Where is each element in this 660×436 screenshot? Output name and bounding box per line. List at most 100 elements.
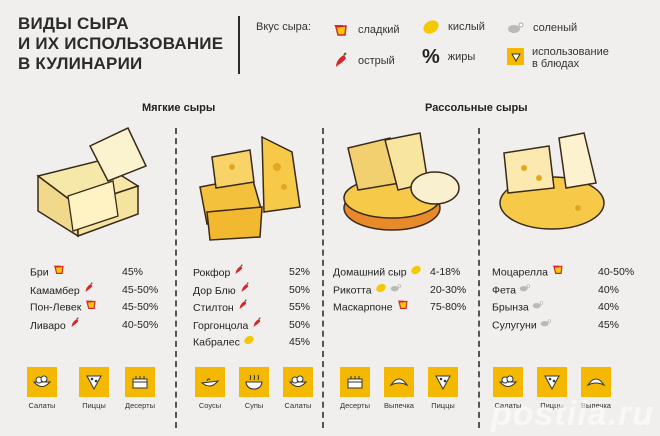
salt-icon xyxy=(540,317,552,335)
cheese-name: Сулугуни xyxy=(492,317,552,335)
fat-percent: 45% xyxy=(598,318,620,331)
lemon-icon xyxy=(422,18,440,36)
legend-spicy: острый xyxy=(332,52,395,70)
croissant-icon xyxy=(581,367,611,397)
salt-icon xyxy=(532,299,544,317)
cheese-name: Пон-Левек xyxy=(30,299,98,317)
divider-2 xyxy=(322,128,324,428)
pizza-icon xyxy=(428,367,458,397)
cheese-name: Кабралес xyxy=(193,334,255,352)
cheese-row: Стилтон 55% xyxy=(193,299,318,317)
usage-label: Соусы xyxy=(198,401,222,410)
sweet-icon xyxy=(551,264,565,282)
legend-sweet: сладкий xyxy=(332,21,400,39)
pizza-icon xyxy=(79,367,109,397)
legend-salty: соленый xyxy=(507,19,577,37)
pizza-icon xyxy=(537,367,567,397)
usage-item: Соусы xyxy=(188,367,232,410)
cheese-row: Дор Блю 50% xyxy=(193,281,318,301)
salt-icon xyxy=(519,282,531,300)
cheese-row: Рокфор 52% xyxy=(193,264,318,282)
chili-icon xyxy=(251,316,263,336)
legend-usage: использование в блюдах xyxy=(507,46,609,70)
fat-percent: 50% xyxy=(289,283,311,296)
cheese-row: Брынза 40% xyxy=(492,299,632,317)
usage-label: Салаты xyxy=(494,401,522,410)
chili-icon xyxy=(332,52,350,70)
salad-icon xyxy=(493,367,523,397)
usage-item: Десерты xyxy=(118,367,162,410)
cheese-row: Пон-Левек 45-50% xyxy=(30,299,175,317)
cheese-row: Маскарпоне 75-80% xyxy=(333,299,473,317)
usage-label: Салаты xyxy=(284,401,312,410)
cheese-name: Горгонцола xyxy=(193,316,263,336)
usage-item: Пиццы xyxy=(530,367,574,410)
cheese-row: Фета 40% xyxy=(492,282,632,300)
legend-sour: кислый xyxy=(422,18,485,36)
lemon-icon xyxy=(375,282,387,300)
cheese-row: Сулугуни 45% xyxy=(492,317,632,335)
usage-icon xyxy=(507,48,524,65)
cheese-name: Брынза xyxy=(492,299,544,317)
sweet-icon xyxy=(52,264,66,282)
title-divider xyxy=(238,16,240,74)
fat-percent: 52% xyxy=(289,266,311,278)
cheese-row: Ливаро 40-50% xyxy=(30,316,175,335)
cheese-name: Камамбер xyxy=(30,281,95,301)
fat-percent: 45% xyxy=(289,336,311,348)
lemon-icon xyxy=(410,264,422,282)
divider-3 xyxy=(478,128,480,428)
fat-percent: 40-50% xyxy=(598,266,635,278)
usage-label: Салаты xyxy=(28,401,56,410)
cheese-list-2: Рокфор 52% Дор Блю 50% Стилтон 55% Горгонцола 5… xyxy=(193,264,318,352)
chili-icon xyxy=(83,281,95,301)
fat-percent: 45-50% xyxy=(122,283,159,296)
soup-icon xyxy=(239,367,269,397)
usage-item: Салаты xyxy=(276,367,320,410)
watermark: postila.ru xyxy=(490,395,654,433)
fat-percent: 55% xyxy=(289,301,311,313)
cheese-row: Моцарелла 40-50% xyxy=(492,264,635,282)
legend-title: Вкус сыра: xyxy=(256,21,311,33)
page-title: Виды сыра и их использование в кулинарии xyxy=(18,14,223,74)
usage-item: Салаты xyxy=(20,367,64,410)
usage-label: Пиццы xyxy=(540,401,564,410)
cheese-list-3: Домашний сыр 4-18% Рикотта 20-30% Маскарпоне… xyxy=(333,264,473,317)
chili-icon xyxy=(239,281,251,301)
usage-label: Выпечка xyxy=(384,401,414,410)
chili-icon xyxy=(233,264,245,283)
fat-percent: 50% xyxy=(289,318,311,331)
title-line-3: в кулинарии xyxy=(18,54,143,73)
title-line-2: и их использование xyxy=(18,34,224,53)
usage-item: Пиццы xyxy=(72,367,116,410)
cheese-row: Горгонцола 50% xyxy=(193,316,318,336)
sweet-icon xyxy=(396,299,410,317)
usage-label: Выпечка xyxy=(581,401,611,410)
usage-item: Десерты xyxy=(333,367,377,410)
usage-item: Выпечка xyxy=(574,367,618,410)
cheese-row: Кабралес 45% xyxy=(193,334,318,352)
usage-label: Десерты xyxy=(124,401,155,410)
fat-percent: 20-30% xyxy=(430,283,467,296)
brine-cheese-1-illustration xyxy=(343,132,460,231)
fat-percent: 40% xyxy=(598,301,620,313)
usage-label: Десерты xyxy=(339,401,370,410)
sweet-icon xyxy=(84,299,98,317)
section-brine: Рассольные сыры xyxy=(425,102,528,114)
cheese-list-4: Моцарелла 40-50% Фета 40% Брынза 40% Сулугуни 4… xyxy=(492,264,635,335)
cheese-name: Моцарелла xyxy=(492,264,565,282)
fat-percent: 75-80% xyxy=(430,301,467,313)
soft-cheese-1-illustration xyxy=(36,127,148,238)
fat-percent: 40-50% xyxy=(122,318,159,331)
cheese-row: Бри 45% xyxy=(30,264,175,282)
fat-percent: 40% xyxy=(598,283,620,296)
sweet-icon xyxy=(332,21,350,39)
cheese-name: Стилтон xyxy=(193,299,249,318)
cheese-row: Домашний сыр 4-18% xyxy=(333,264,473,282)
cheese-row: Рикотта 20-30% xyxy=(333,282,473,300)
fat-percent: 45-50% xyxy=(122,301,159,313)
salt-icon xyxy=(390,282,402,300)
fat-percent: 45% xyxy=(122,266,144,278)
cake-icon xyxy=(340,367,370,397)
usage-item: Салаты xyxy=(486,367,530,410)
